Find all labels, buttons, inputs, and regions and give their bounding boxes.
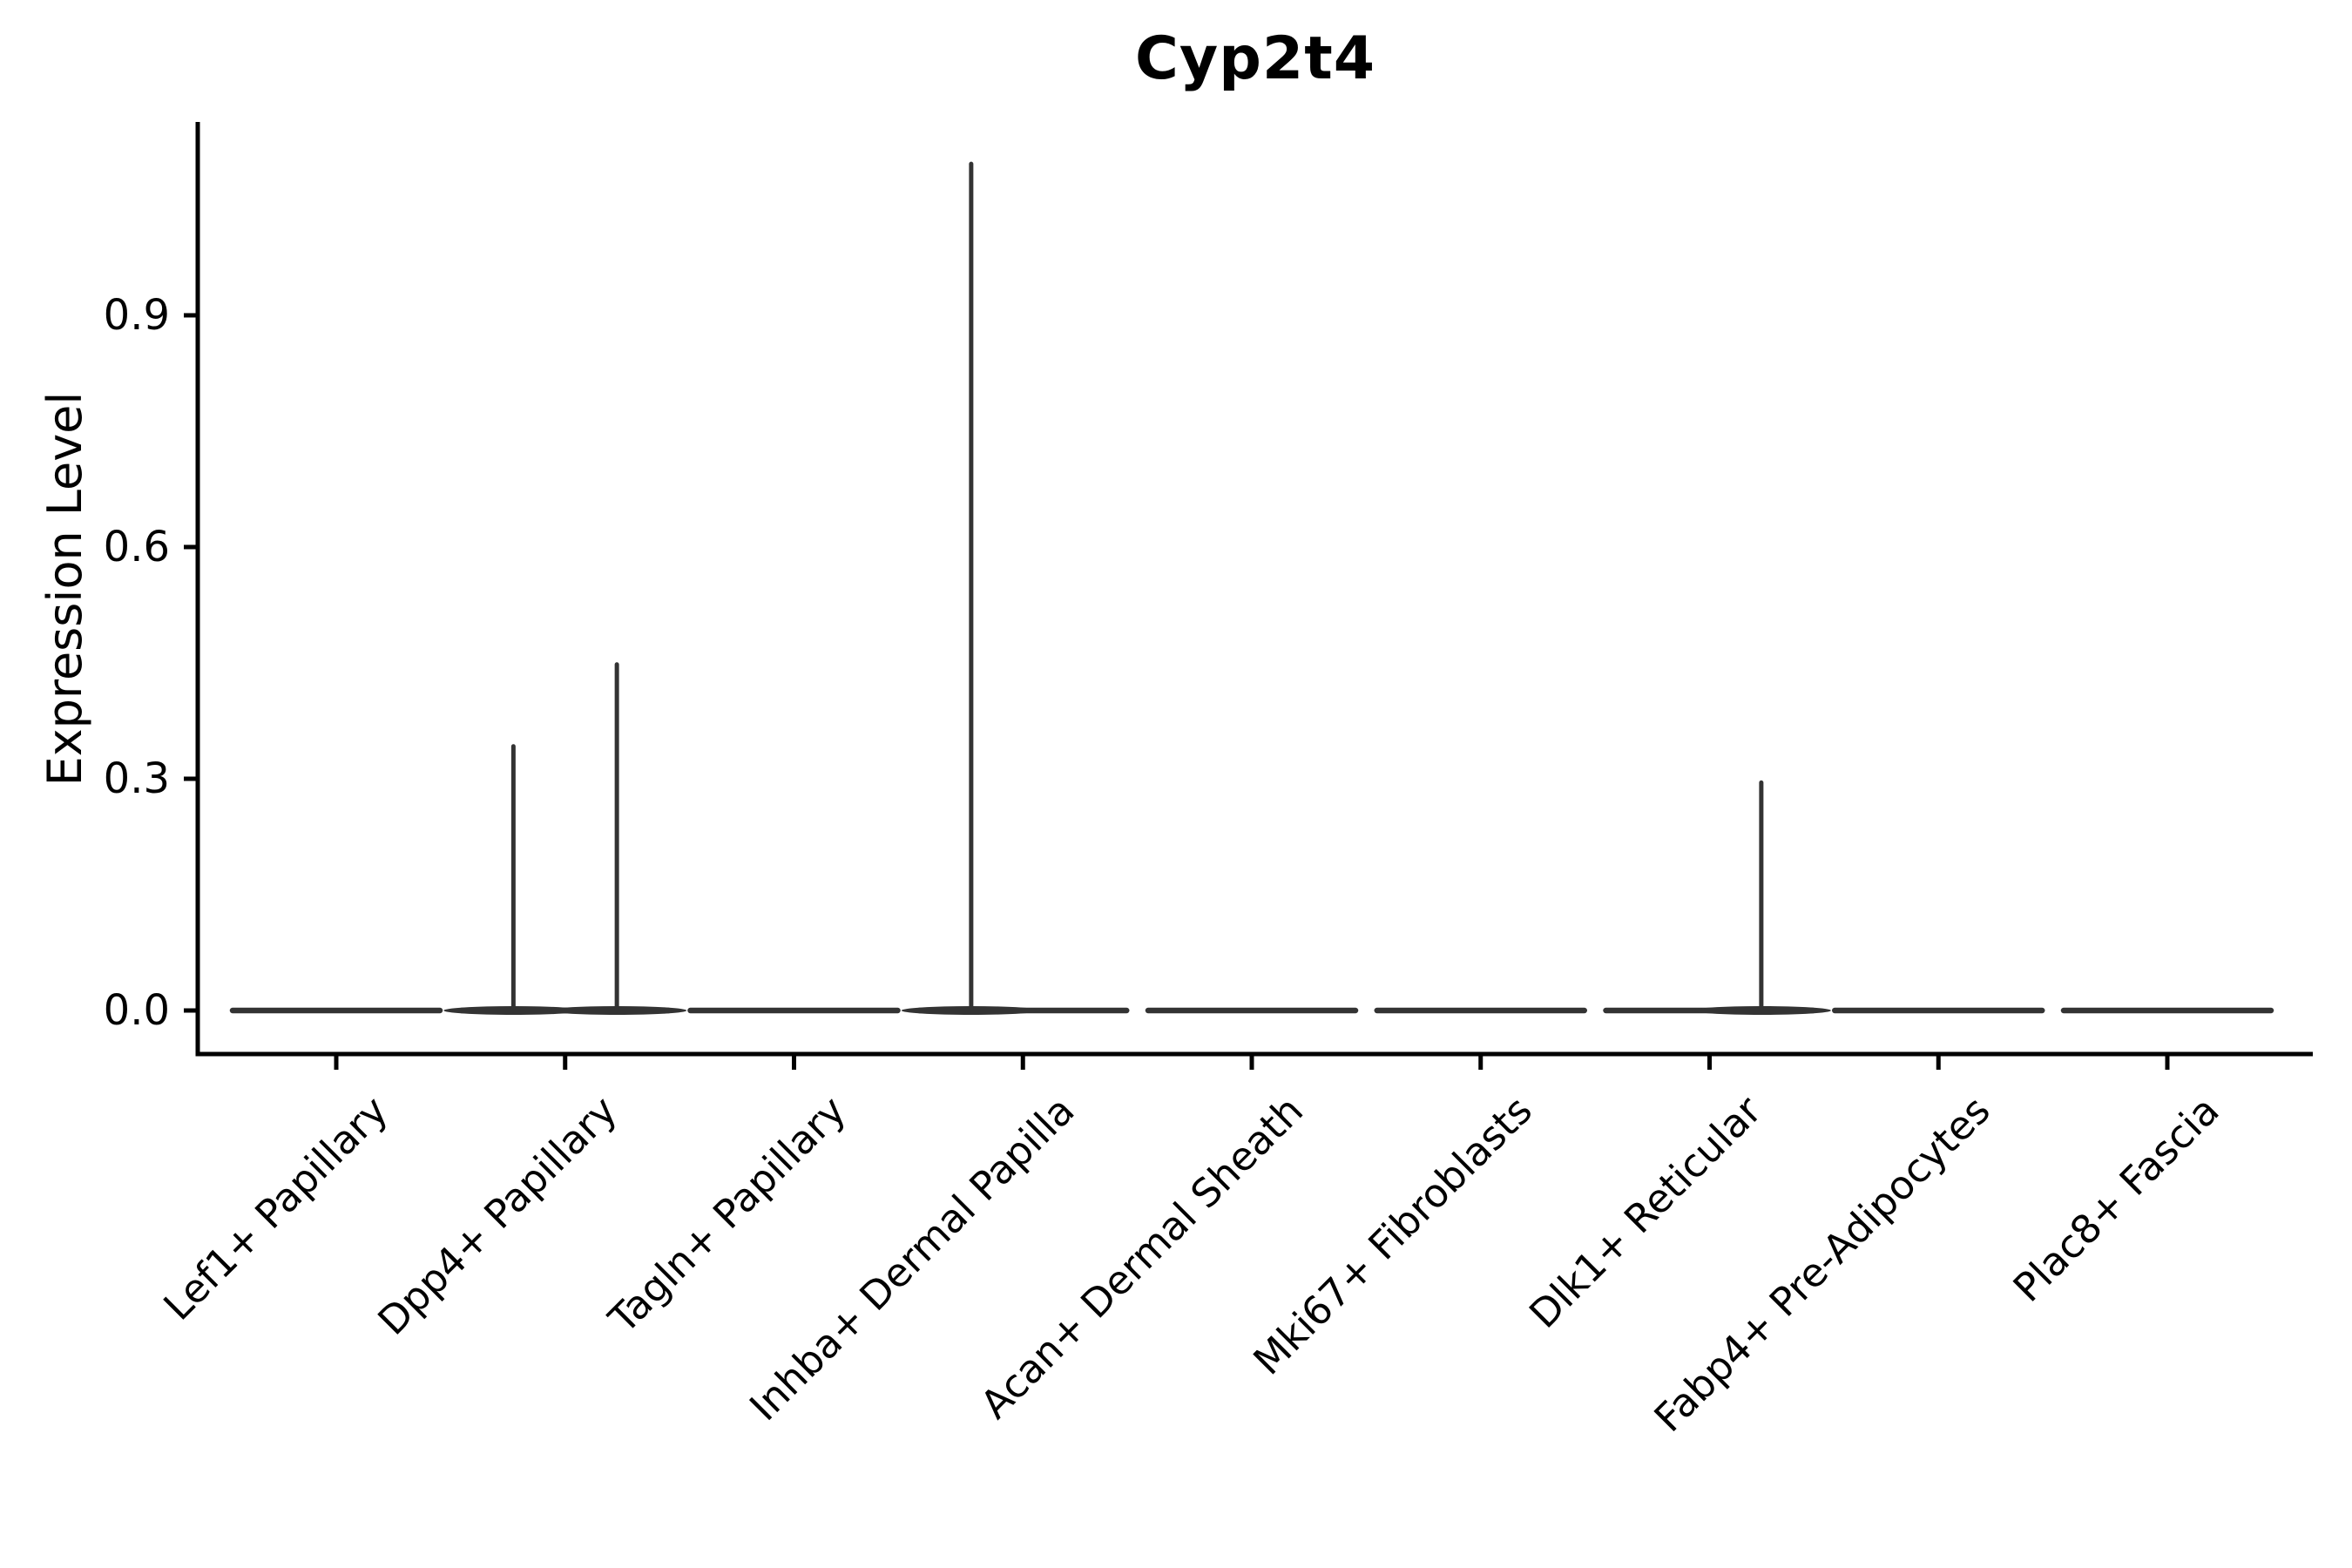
y-tick-label: 0.6 <box>103 522 170 571</box>
y-tick-label: 0.3 <box>103 754 170 803</box>
y-tick-label: 0.0 <box>103 986 170 1035</box>
y-tick-label: 0.9 <box>103 290 170 340</box>
plot-title: Cyp2t4 <box>1134 24 1376 93</box>
